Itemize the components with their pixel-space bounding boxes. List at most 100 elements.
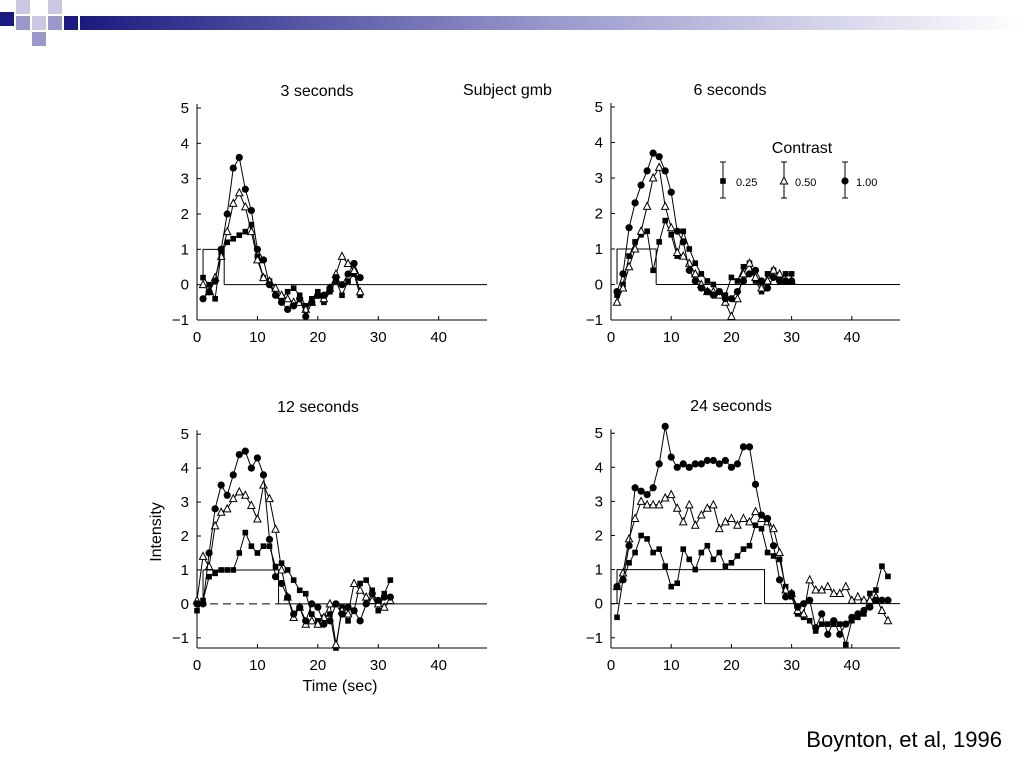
data-point-triangle [672,247,682,257]
data-point-circle [788,589,796,598]
data-point-triangle [618,282,628,292]
data-point-circle [745,443,754,451]
data-point-circle [265,535,274,543]
data-point-triangle [234,187,244,197]
data-point-triangle [690,268,700,278]
data-point-square [218,567,224,573]
data-point-triangle [751,506,760,516]
y-tick-label: −1 [586,630,603,647]
data-point-circle [290,610,298,618]
data-point-circle [247,206,255,215]
data-point-square [764,271,771,277]
data-point-circle [290,302,298,310]
data-point-square [873,587,879,593]
data-point-triangle [799,608,809,618]
x-tick-label: 0 [607,329,615,346]
data-point-triangle [660,201,670,210]
data-point-circle [691,460,699,468]
data-point-circle [878,596,886,604]
data-point-circle [703,456,711,465]
data-point-circle [866,603,874,611]
data-point-triangle [865,595,875,604]
data-point-circle [685,463,693,471]
data-point-circle [824,630,832,638]
data-point-triangle [696,509,706,519]
data-point-square [206,573,212,580]
data-point-triangle [829,588,839,597]
data-point-circle [320,620,328,628]
citation: Boynton, et al, 1996 [806,727,1002,752]
data-point-square [788,271,795,277]
data-point-circle [709,291,717,299]
data-point-square [650,267,656,274]
data-point-square [740,263,747,270]
data-point-triangle [666,489,676,499]
data-point-triangle [234,486,244,496]
data-point-triangle [805,574,815,584]
y-tick-label: 5 [181,426,189,443]
data-point-square [284,567,291,573]
data-point-circle [241,447,249,455]
data-point-triangle [355,585,365,594]
data-point-circle [211,505,219,513]
data-point-circle [757,511,766,519]
data-point-circle [350,607,358,615]
data-point-circle [217,245,225,253]
data-point-circle [326,284,334,292]
header-gradient-bar [80,16,1024,30]
legend-title: Contrast [772,140,833,157]
data-point-square [674,580,681,587]
data-point-square [638,232,644,238]
data-point-square [776,556,783,563]
data-point-square [236,232,243,238]
data-point-circle [320,291,328,299]
data-point-triangle [684,499,694,509]
data-point-circle [655,153,663,161]
data-point-circle [205,288,213,296]
data-point-circle [332,274,340,282]
data-point-triangle [271,524,280,533]
data-point-circle [649,484,657,492]
data-point-square [752,522,759,529]
data-point-circle [673,463,681,471]
data-point-square [242,228,249,235]
data-point-circle [661,167,669,175]
data-point-circle [247,464,255,472]
data-point-square [632,239,638,245]
x-tick-label: 40 [430,657,447,674]
data-point-square [710,281,717,288]
data-point-circle [836,630,844,638]
data-point-circle [356,274,364,282]
data-point-circle [667,188,675,196]
data-point-circle [229,164,237,172]
data-point-square [764,549,771,556]
data-point-triangle [847,595,857,604]
data-point-square [248,221,255,228]
data-point-square [686,246,693,252]
data-point-circle [253,454,262,462]
data-point-circle [745,270,754,278]
data-point-circle [284,305,292,313]
data-point-circle [769,273,778,281]
data-point-circle [296,295,304,303]
data-point-square [758,288,765,295]
data-point-triangle [877,605,887,614]
x-tick-label: 10 [249,657,266,674]
data-point-circle [673,227,681,235]
x-tick-label: 0 [193,329,201,346]
y-tick-label: 1 [181,241,189,258]
data-point-square [806,617,813,624]
data-point-circle [199,295,207,303]
data-point-circle [643,490,651,499]
data-point-square [728,274,735,281]
data-point-square [224,567,231,573]
data-point-circle [223,210,231,218]
data-point-circle [302,617,310,625]
data-point-triangle [751,272,760,281]
data-point-circle [344,603,352,611]
data-point-square [692,260,699,266]
stimulus-block [202,248,225,285]
data-point-square [824,621,831,627]
